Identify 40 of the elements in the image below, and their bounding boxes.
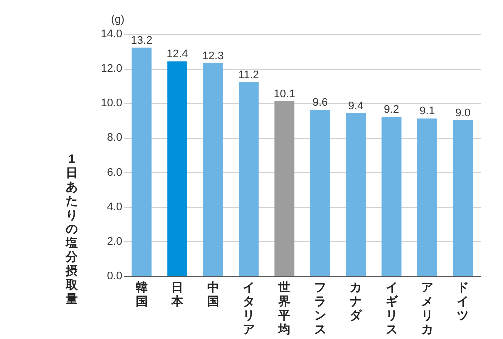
y-tick-label: 8.0 <box>107 132 122 144</box>
x-tick-label: イギリス <box>386 280 399 336</box>
data-label: 10.1 <box>274 88 296 100</box>
bar <box>382 116 402 276</box>
bar <box>417 118 438 276</box>
x-tick-label: 世界平均 <box>278 280 291 336</box>
bar <box>168 62 188 276</box>
bar <box>310 110 330 276</box>
data-label: 13.2 <box>131 34 153 47</box>
y-tick-label: 10.0 <box>101 98 122 110</box>
x-tick-label: アメリカ <box>421 280 434 336</box>
data-label: 9.1 <box>420 106 436 118</box>
data-label: 9.2 <box>384 104 400 116</box>
x-tick-label: フランス <box>314 280 326 336</box>
x-tick-label: カナダ <box>350 280 364 322</box>
data-label: 12.4 <box>166 48 188 61</box>
y-tick-label: 4.0 <box>107 201 122 214</box>
bar <box>453 120 474 276</box>
y-tick-label: 6.0 <box>107 166 122 179</box>
data-label: 12.3 <box>202 50 224 62</box>
data-label: 9.0 <box>456 107 471 120</box>
y-tick-label: 12.0 <box>101 63 122 76</box>
bar <box>274 101 295 276</box>
x-tick-label: 中国 <box>207 280 220 308</box>
x-tick-label: ドイツ <box>457 280 470 322</box>
data-label: 11.2 <box>238 69 260 82</box>
y-tick-label: 2.0 <box>107 236 122 248</box>
bar <box>346 114 366 276</box>
bar <box>132 48 152 276</box>
x-tick-label: イタリア <box>242 280 255 336</box>
x-tick-label: 日本 <box>170 280 185 308</box>
text: 1日あたりの塩分摂取量 <box>66 152 78 306</box>
y-tick-label: 0.0 <box>107 270 122 282</box>
text: (g) <box>111 14 125 26</box>
y-tick-label: 14.0 <box>101 28 122 40</box>
data-label: 9.6 <box>312 97 328 110</box>
data-label: 9.4 <box>348 100 364 113</box>
x-tick-label: 韓国 <box>136 280 148 308</box>
bar <box>238 82 259 276</box>
bar <box>203 63 224 276</box>
